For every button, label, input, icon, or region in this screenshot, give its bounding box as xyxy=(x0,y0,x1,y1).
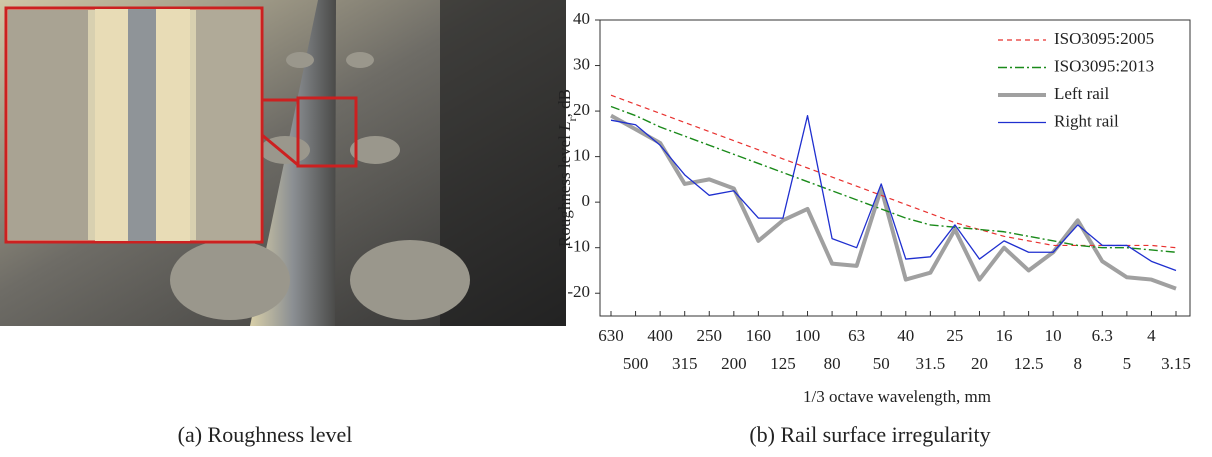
caption: (b) Rail surface irregularity xyxy=(749,422,990,447)
x-tick-label: 250 xyxy=(697,326,723,345)
legend-label: ISO3095:2005 xyxy=(1054,29,1154,48)
y-tick-label: 40 xyxy=(573,9,590,28)
series-line xyxy=(610,113,1177,291)
x-tick-label: 20 xyxy=(971,354,988,373)
x-tick-label: 630 xyxy=(598,326,624,345)
x-tick-label: 5 xyxy=(1123,354,1132,373)
series-line xyxy=(610,114,1177,272)
y-axis-label-part: , dB xyxy=(555,89,574,117)
y-axis-label: Roughness level Lr, dB xyxy=(555,89,579,247)
x-tick-label: 16 xyxy=(996,326,1013,345)
zoom-connector xyxy=(261,133,299,167)
y-tick-label: 20 xyxy=(573,100,590,119)
x-tick-label: 125 xyxy=(770,354,796,373)
y-tick-label: 10 xyxy=(573,146,590,165)
y-tick-label: 0 xyxy=(582,191,591,210)
x-tick-label: 40 xyxy=(897,326,914,345)
x-tick-label: 3.15 xyxy=(1161,354,1191,373)
x-tick-label: 12.5 xyxy=(1014,354,1044,373)
legend-label: ISO3095:2013 xyxy=(1054,56,1154,75)
x-tick-label: 8 xyxy=(1073,354,1082,373)
y-tick-label: -10 xyxy=(567,237,590,256)
legend-label: Right rail xyxy=(1054,111,1119,130)
y-axis-label-part: L xyxy=(555,121,574,131)
x-tick-label: 63 xyxy=(848,326,865,345)
x-tick-label: 200 xyxy=(721,354,747,373)
y-tick-label: 30 xyxy=(573,54,590,73)
x-tick-label: 80 xyxy=(824,354,841,373)
inset-rail-surface xyxy=(128,9,156,241)
x-tick-label: 31.5 xyxy=(915,354,945,373)
plot-frame xyxy=(599,19,1191,317)
caption: (a) Roughness level xyxy=(178,422,353,447)
x-tick-label: 25 xyxy=(946,326,963,345)
zoom-box xyxy=(296,96,358,168)
y-tick-label: -20 xyxy=(567,282,590,301)
x-tick-label: 100 xyxy=(795,326,821,345)
x-tick-label: 160 xyxy=(746,326,772,345)
legend-label: Left rail xyxy=(1054,84,1109,103)
x-tick-label: 315 xyxy=(672,354,698,373)
series-line xyxy=(610,105,1177,253)
x-tick-label: 6.3 xyxy=(1092,326,1113,345)
x-tick-label: 400 xyxy=(647,326,673,345)
y-axis-label-part: r xyxy=(565,117,579,121)
x-tick-label: 10 xyxy=(1045,326,1062,345)
inset-fastener xyxy=(196,10,260,240)
photo xyxy=(0,0,566,326)
x-tick-label: 50 xyxy=(873,354,890,373)
x-tick-label: 500 xyxy=(623,354,649,373)
y-axis-label-part: Roughness level xyxy=(555,131,574,247)
x-tick-label: 4 xyxy=(1147,326,1156,345)
x-axis-label: 1/3 octave wavelength, mm xyxy=(803,387,991,406)
inset-fastener xyxy=(8,10,88,240)
